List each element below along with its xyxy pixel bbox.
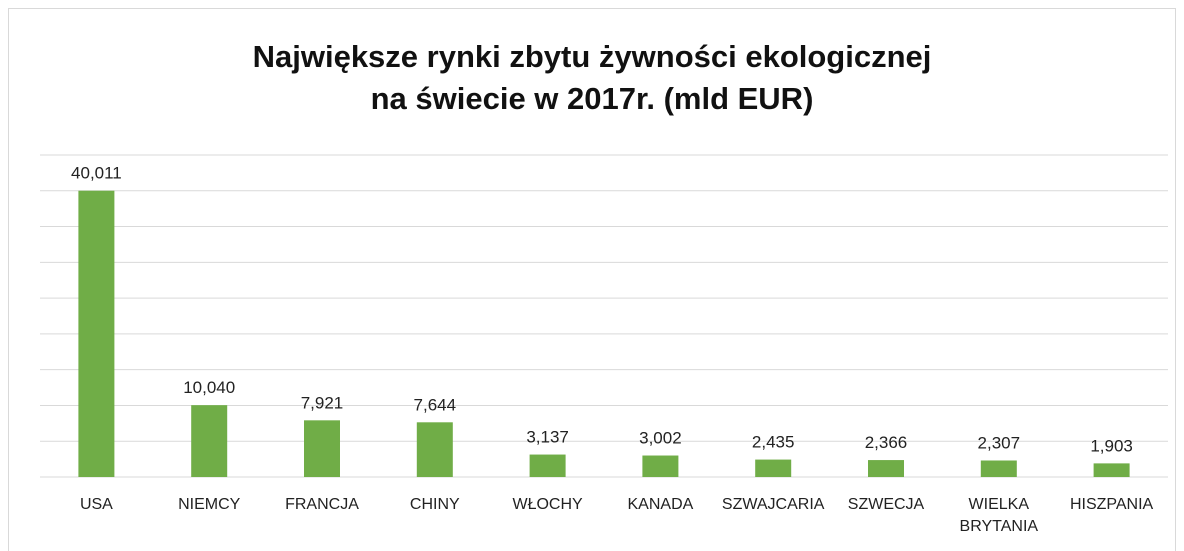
value-label: 3,137 [526, 428, 569, 447]
x-tick-label: CHINY [409, 496, 460, 513]
value-label: 40,011 [71, 164, 122, 183]
x-tick-label: WŁOCHY [512, 496, 583, 513]
bar [980, 460, 1017, 477]
bar [416, 422, 453, 477]
bar [191, 405, 228, 477]
chart-title: Największe rynki zbytu żywności ekologic… [252, 39, 932, 116]
x-tick-label: NIEMCY [178, 496, 241, 513]
bar [755, 459, 792, 477]
x-tick-label: SZWECJA [847, 496, 925, 513]
x-tick-label: FRANCJA [285, 496, 359, 513]
chart-border [8, 8, 1176, 551]
x-tick-label: HISZPANIA [1069, 496, 1154, 513]
x-tick-label: KANADA [627, 496, 694, 513]
value-label: 2,307 [978, 433, 1021, 452]
value-label: 7,644 [414, 395, 457, 414]
bar [868, 460, 904, 477]
bar [642, 455, 679, 477]
bar [304, 420, 340, 477]
value-label: 3,002 [639, 429, 682, 448]
bar [78, 190, 115, 477]
value-label: 7,921 [301, 393, 344, 412]
x-tick-label: SZWAJCARIA [721, 496, 825, 513]
value-label: 1,903 [1090, 436, 1133, 455]
x-tick-label: WIELKA BRYTANIA [959, 496, 1039, 535]
bar [529, 454, 566, 477]
value-label: 2,435 [752, 433, 795, 452]
x-tick-label: USA [79, 496, 113, 513]
bar [1093, 463, 1130, 477]
value-label: 10,040 [183, 378, 235, 397]
value-label: 2,366 [865, 433, 908, 452]
